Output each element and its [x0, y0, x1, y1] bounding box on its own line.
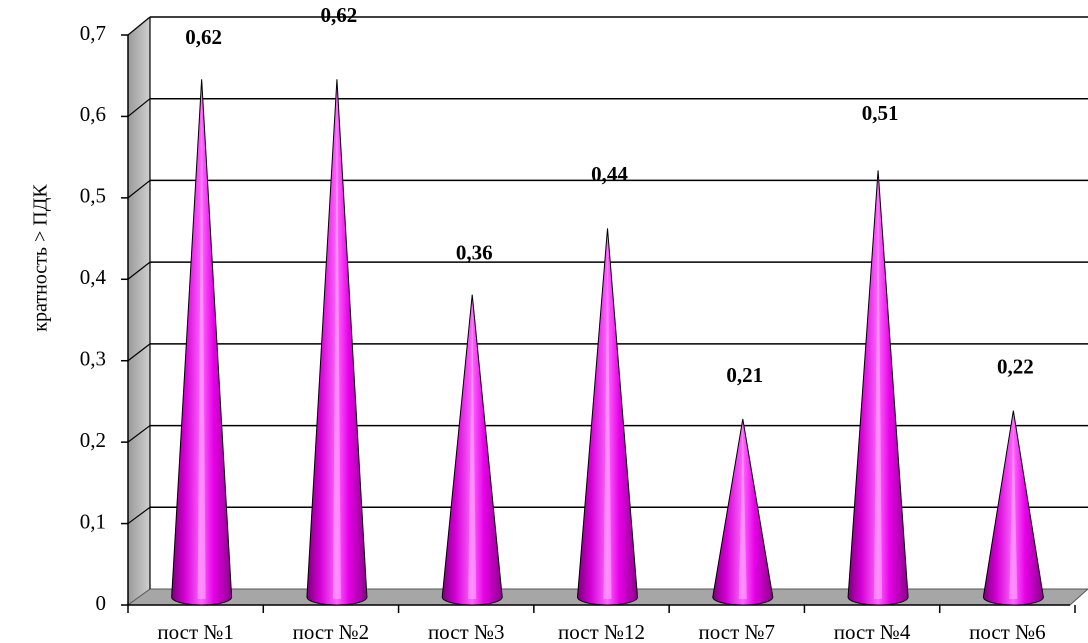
- chart-back-wall: [150, 17, 1088, 589]
- cone-highlight: [874, 176, 883, 599]
- data-label: 0,36: [456, 241, 493, 265]
- data-label: 0,21: [726, 363, 763, 387]
- category-label: пост №1: [157, 620, 234, 643]
- cone-highlight: [197, 85, 206, 600]
- gridline-side: [127, 425, 151, 443]
- category-label: пост №6: [969, 620, 1046, 643]
- cone-bar: [847, 170, 909, 606]
- y-tick-label: 0,3: [80, 347, 106, 371]
- data-label: 0,44: [591, 162, 628, 186]
- y-axis-title: кратность > ПДК: [30, 184, 52, 332]
- y-tick-label: 0,7: [80, 21, 106, 45]
- data-label: 0,51: [862, 101, 899, 125]
- category-label: пост №4: [834, 620, 911, 643]
- cone-highlight: [468, 300, 477, 599]
- y-tick-label: 0,2: [80, 428, 106, 452]
- x-tick-marks: [127, 605, 1076, 613]
- y-tick-label: 0,1: [80, 509, 106, 533]
- y-tick-labels: 0 0,1 0,2 0,3 0,4 0,5 0,6 0,7: [80, 21, 128, 615]
- category-label: пост №7: [699, 620, 776, 643]
- data-label: 0,62: [321, 3, 358, 27]
- y-tick-label: 0,4: [80, 265, 107, 289]
- wall-edges: [127, 16, 1088, 589]
- cone-bar: [982, 410, 1044, 606]
- data-labels: 0,62 0,62 0,36 0,44 0,21 0,51 0,22: [185, 3, 1033, 387]
- cone-bar: [712, 418, 774, 606]
- data-label: 0,62: [185, 25, 222, 49]
- chart-side-wall: [128, 17, 150, 605]
- side-wall-top-edge: [127, 16, 151, 36]
- cones: [171, 79, 1044, 606]
- category-label: пост №2: [293, 620, 370, 643]
- cone-bar: [306, 79, 368, 606]
- cone-highlight: [332, 85, 341, 600]
- gridlines: [127, 97, 1088, 525]
- gridline-side: [127, 343, 151, 362]
- gridline-side: [127, 179, 151, 199]
- data-label: 0,22: [997, 355, 1034, 379]
- category-label: пост №3: [428, 620, 505, 643]
- gridline-side: [127, 506, 151, 525]
- cone-highlight: [738, 425, 747, 599]
- gridline-side: [127, 261, 151, 280]
- gridline-side: [127, 98, 151, 117]
- cone-bar: [441, 294, 503, 606]
- cone-bar: [171, 79, 233, 606]
- y-tick-label: 0: [96, 591, 107, 615]
- y-tick-label: 0,6: [80, 102, 106, 126]
- cone-highlight: [1009, 416, 1018, 599]
- y-tick-label: 0,5: [80, 184, 106, 208]
- cone-highlight: [603, 234, 612, 599]
- cone-bar: [576, 228, 639, 606]
- category-label: пост №12: [558, 620, 645, 643]
- category-labels: пост №1 пост №2 пост №3 пост №12 пост №7 пост…: [157, 620, 1045, 643]
